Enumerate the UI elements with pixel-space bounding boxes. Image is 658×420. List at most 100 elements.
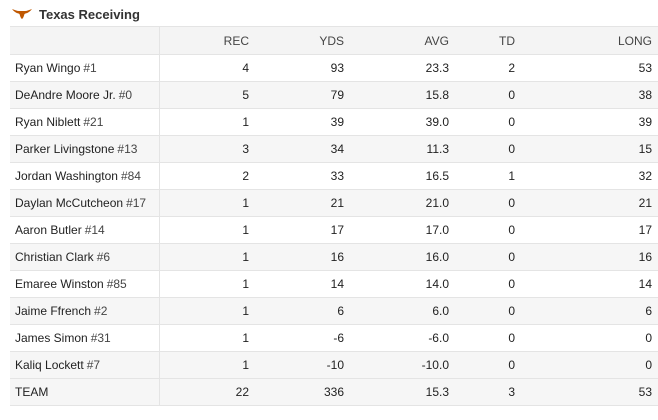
team-total-row: TEAM 22 336 15.3 3 53: [10, 378, 658, 406]
column-header-avg: AVG: [350, 26, 455, 55]
widget-header: Texas Receiving: [12, 4, 140, 24]
stat-rec: 5: [159, 81, 255, 109]
table-row: Jaime Ffrench #2 1 6 6.0 0 6: [10, 297, 658, 325]
player-number: #0: [118, 88, 133, 102]
stat-yds: -10: [255, 351, 350, 379]
stat-yds: 17: [255, 216, 350, 244]
table-row: Emaree Winston #85 1 14 14.0 0 14: [10, 270, 658, 298]
player-name: Christian Clark: [15, 250, 94, 264]
stat-td: 2: [455, 54, 521, 82]
team-stat-rec: 22: [159, 378, 255, 406]
stat-avg: -10.0: [350, 351, 455, 379]
stat-avg: -6.0: [350, 324, 455, 352]
table-row: Ryan Niblett #21 1 39 39.0 0 39: [10, 108, 658, 136]
stat-avg: 17.0: [350, 216, 455, 244]
stat-td: 0: [455, 81, 521, 109]
player-name: Ryan Wingo: [15, 61, 81, 75]
stat-long: 39: [521, 108, 658, 136]
player-cell: Christian Clark #6: [10, 243, 160, 271]
stat-td: 0: [455, 108, 521, 136]
stat-avg: 23.3: [350, 54, 455, 82]
stat-td: 0: [455, 297, 521, 325]
player-cell: DeAndre Moore Jr. #0: [10, 81, 160, 109]
stat-rec: 1: [159, 189, 255, 217]
team-stat-avg: 15.3: [350, 378, 455, 406]
longhorn-icon: [12, 9, 32, 19]
stat-td: 0: [455, 324, 521, 352]
stat-yds: 6: [255, 297, 350, 325]
stat-avg: 21.0: [350, 189, 455, 217]
stat-yds: 33: [255, 162, 350, 190]
player-number: #85: [106, 277, 127, 291]
stat-long: 15: [521, 135, 658, 163]
stat-rec: 1: [159, 351, 255, 379]
column-header-player: [10, 26, 160, 55]
player-cell: Jaime Ffrench #2: [10, 297, 160, 325]
player-name: Daylan McCutcheon: [15, 196, 124, 210]
stat-td: 0: [455, 243, 521, 271]
stat-rec: 1: [159, 216, 255, 244]
stat-yds: 16: [255, 243, 350, 271]
stat-rec: 1: [159, 324, 255, 352]
player-cell: Emaree Winston #85: [10, 270, 160, 298]
player-number: #84: [120, 169, 141, 183]
stat-yds: 39: [255, 108, 350, 136]
stat-avg: 15.8: [350, 81, 455, 109]
stat-rec: 1: [159, 297, 255, 325]
stat-td: 0: [455, 270, 521, 298]
stat-yds: 14: [255, 270, 350, 298]
stat-td: 0: [455, 189, 521, 217]
player-cell: Aaron Butler #14: [10, 216, 160, 244]
stat-long: 6: [521, 297, 658, 325]
table-row: Kaliq Lockett #7 1 -10 -10.0 0 0: [10, 351, 658, 379]
player-cell: Jordan Washington #84: [10, 162, 160, 190]
team-stat-td: 3: [455, 378, 521, 406]
player-number: #14: [84, 223, 105, 237]
stat-td: 0: [455, 351, 521, 379]
receiving-stats-table: REC YDS AVG TD LONG Ryan Wingo #1 4 93 23.3 2…: [10, 26, 658, 406]
column-header-td: TD: [455, 26, 521, 55]
stat-avg: 16.0: [350, 243, 455, 271]
player-name: DeAndre Moore Jr.: [15, 88, 116, 102]
stat-avg: 39.0: [350, 108, 455, 136]
stat-yds: -6: [255, 324, 350, 352]
stat-long: 38: [521, 81, 658, 109]
stat-long: 0: [521, 351, 658, 379]
player-name: Aaron Butler: [15, 223, 82, 237]
player-number: #13: [117, 142, 138, 156]
stat-long: 53: [521, 54, 658, 82]
stat-yds: 34: [255, 135, 350, 163]
stat-rec: 3: [159, 135, 255, 163]
table-row: James Simon #31 1 -6 -6.0 0 0: [10, 324, 658, 352]
column-header-rec: REC: [159, 26, 255, 55]
player-name: Jaime Ffrench: [15, 304, 92, 318]
player-number: #2: [94, 304, 108, 318]
stat-long: 17: [521, 216, 658, 244]
team-stat-yds: 336: [255, 378, 350, 406]
player-name: Ryan Niblett: [15, 115, 81, 129]
stat-td: 0: [455, 135, 521, 163]
stat-rec: 1: [159, 243, 255, 271]
player-number: #17: [126, 196, 147, 210]
table-row: Jordan Washington #84 2 33 16.5 1 32: [10, 162, 658, 190]
column-header-yds: YDS: [255, 26, 350, 55]
player-cell: James Simon #31: [10, 324, 160, 352]
player-number: #6: [96, 250, 111, 264]
table-row: Christian Clark #6 1 16 16.0 0 16: [10, 243, 658, 271]
player-cell: Ryan Niblett #21: [10, 108, 160, 136]
player-name: Jordan Washington: [15, 169, 118, 183]
player-number: #21: [83, 115, 104, 129]
stat-yds: 79: [255, 81, 350, 109]
table-header-row: REC YDS AVG TD LONG: [10, 26, 658, 55]
player-cell: Parker Livingstone #13: [10, 135, 160, 163]
player-cell: Ryan Wingo #1: [10, 54, 160, 82]
stat-td: 1: [455, 162, 521, 190]
stat-rec: 1: [159, 270, 255, 298]
table-row: Aaron Butler #14 1 17 17.0 0 17: [10, 216, 658, 244]
stat-avg: 11.3: [350, 135, 455, 163]
player-name: Emaree Winston: [15, 277, 104, 291]
player-number: #7: [86, 358, 101, 372]
stat-long: 21: [521, 189, 658, 217]
player-cell: Daylan McCutcheon #17: [10, 189, 160, 217]
stat-td: 0: [455, 216, 521, 244]
